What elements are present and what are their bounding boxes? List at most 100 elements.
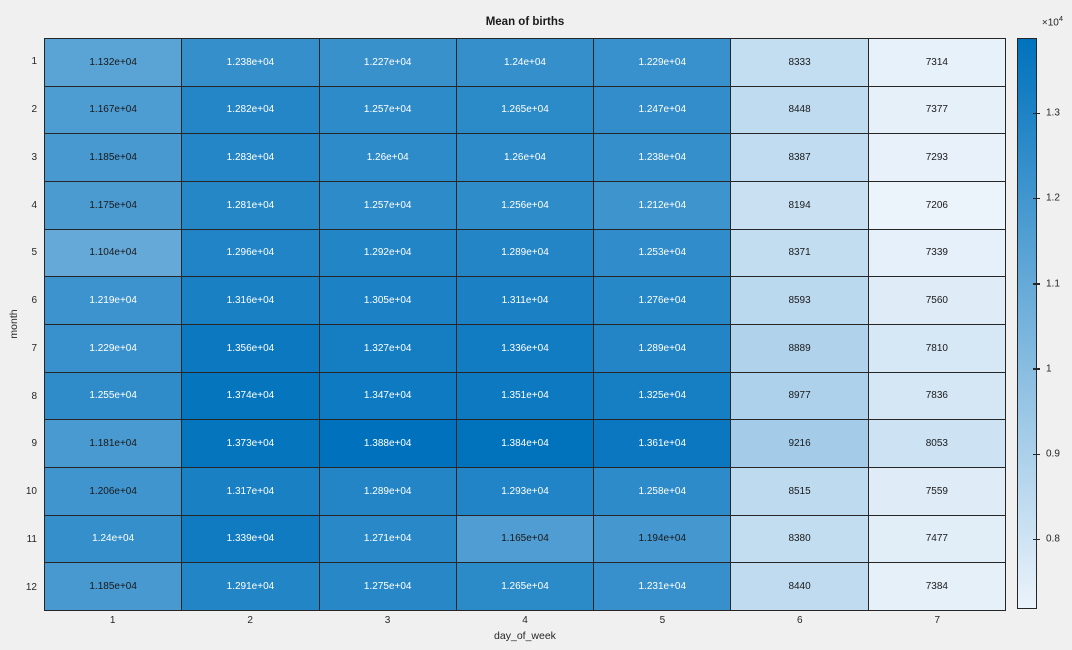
heatmap-cell: 1.256e+04 — [456, 182, 594, 229]
x-tick-label: 3 — [384, 614, 391, 626]
heatmap-cell: 8371 — [731, 229, 868, 277]
y-tick-label: 9 — [31, 438, 37, 450]
colorbar-tick-label: 1.3 — [1046, 107, 1060, 119]
x-tick-label: 5 — [659, 614, 666, 626]
heatmap-cell: 1.281e+04 — [182, 182, 319, 229]
heatmap-cell: 8194 — [731, 182, 868, 229]
heatmap-cell: 1.265e+04 — [456, 563, 594, 610]
heatmap-grid: 1.132e+04 1.238e+04 1.227e+04 1.24e+04 1.229… — [44, 38, 1006, 611]
colorbar-tick — [1033, 453, 1040, 456]
y-tick-label: 7 — [31, 342, 37, 354]
colorbar-tick-label: 1 — [1046, 363, 1052, 375]
heatmap-cell: 1.206e+04 — [45, 468, 182, 515]
colorbar-tick — [1033, 368, 1040, 370]
heatmap-cell: 1.194e+04 — [594, 515, 731, 563]
heatmap-cell: 1.292e+04 — [319, 229, 456, 277]
heatmap-cell: 1.24e+04 — [45, 515, 182, 563]
heatmap-cell: 1.255e+04 — [45, 372, 182, 420]
heatmap-cell: 1.175e+04 — [45, 182, 182, 229]
heatmap-cell: 1.247e+04 — [594, 86, 731, 134]
y-tick-label: 1 — [31, 56, 37, 68]
heatmap-cell: 1.26e+04 — [456, 134, 594, 181]
heatmap-cell: 7384 — [868, 563, 1005, 610]
heatmap-cell: 1.356e+04 — [182, 325, 319, 372]
heatmap-cell: 7377 — [868, 86, 1005, 134]
heatmap-cell: 1.289e+04 — [456, 229, 594, 277]
heatmap-cell: 8889 — [731, 325, 868, 372]
heatmap-cell: 8593 — [731, 277, 868, 324]
y-tick-label: 10 — [25, 486, 37, 498]
heatmap-cell: 1.26e+04 — [319, 134, 456, 181]
heatmap-cell: 8515 — [731, 468, 868, 515]
colorbar-tick-label: 0.8 — [1046, 533, 1060, 545]
heatmap-cell: 1.227e+04 — [319, 39, 456, 86]
chart-title: Mean of births — [485, 16, 565, 28]
y-tick-label: 11 — [26, 533, 37, 545]
x-tick-label: 1 — [109, 614, 116, 626]
x-axis-ticks: 1 2 3 4 5 6 7 — [44, 613, 1006, 627]
heatmap-cell: 1.374e+04 — [182, 372, 319, 420]
colorbar-tick — [1033, 197, 1040, 200]
y-axis-ticks: 1 2 3 4 5 6 7 8 9 10 11 12 — [0, 38, 37, 611]
heatmap-cell: 1.296e+04 — [182, 229, 319, 277]
heatmap-cell: 1.289e+04 — [319, 468, 456, 515]
heatmap-cell: 7314 — [868, 39, 1005, 86]
heatmap-cell: 1.185e+04 — [45, 563, 182, 610]
heatmap-cell: 1.347e+04 — [319, 372, 456, 420]
heatmap-cell: 7560 — [868, 277, 1005, 324]
heatmap-cell: 1.257e+04 — [319, 86, 456, 134]
y-tick-label: 2 — [31, 104, 37, 116]
heatmap-cell: 8333 — [731, 39, 868, 86]
heatmap-cell: 1.165e+04 — [456, 515, 594, 563]
heatmap-cell: 1.316e+04 — [182, 277, 319, 324]
heatmap-cell: 1.317e+04 — [182, 468, 319, 515]
colorbar-gradient — [1017, 38, 1037, 609]
colorbar: 1.3 1.2 1.1 1 0.9 0.8 — [1017, 38, 1072, 609]
heatmap-cell: 1.327e+04 — [319, 325, 456, 372]
heatmap-cell: 1.253e+04 — [594, 229, 731, 277]
heatmap-cell: 1.275e+04 — [319, 563, 456, 610]
heatmap-cell: 1.305e+04 — [319, 277, 456, 324]
heatmap-cell: 1.181e+04 — [45, 420, 182, 467]
heatmap-cell: 1.132e+04 — [45, 39, 182, 86]
y-tick-label: 6 — [31, 295, 37, 307]
heatmap-cell: 1.238e+04 — [182, 39, 319, 86]
heatmap-cell: 7293 — [868, 134, 1005, 181]
heatmap-cell: 1.231e+04 — [594, 563, 731, 610]
x-axis-label: day_of_week — [494, 630, 556, 642]
heatmap-cell: 9216 — [731, 420, 868, 467]
x-tick-label: 2 — [247, 614, 253, 626]
heatmap-cell: 7206 — [868, 182, 1005, 229]
heatmap-cell: 1.388e+04 — [319, 420, 456, 467]
x-tick-label: 6 — [797, 614, 803, 626]
heatmap-cell: 1.293e+04 — [456, 468, 594, 515]
colorbar-tick-label: 1.2 — [1046, 192, 1060, 204]
colorbar-exponent-prefix: ×10 — [1041, 17, 1059, 29]
heatmap-cell: 7477 — [868, 515, 1005, 563]
heatmap-cell: 1.361e+04 — [594, 420, 731, 467]
heatmap-cell: 1.257e+04 — [319, 182, 456, 229]
heatmap-cell: 8053 — [868, 420, 1005, 467]
heatmap-cell: 7559 — [868, 468, 1005, 515]
heatmap-cell: 7339 — [868, 229, 1005, 277]
heatmap-cell: 1.283e+04 — [182, 134, 319, 181]
heatmap-cell: 1.104e+04 — [45, 229, 182, 277]
heatmap-cell: 1.229e+04 — [45, 325, 182, 372]
colorbar-tick-label: 0.9 — [1046, 448, 1060, 460]
heatmap-cell: 1.311e+04 — [456, 277, 594, 324]
heatmap-cell: 7810 — [868, 325, 1005, 372]
heatmap-cell: 1.351e+04 — [456, 372, 594, 420]
heatmap-cell: 1.238e+04 — [594, 134, 731, 181]
heatmap-cell: 1.384e+04 — [456, 420, 594, 467]
y-tick-label: 8 — [31, 390, 37, 402]
heatmap-cell: 8380 — [731, 515, 868, 563]
heatmap-cell: 1.219e+04 — [45, 277, 182, 324]
x-tick-label: 4 — [522, 614, 528, 626]
heatmap-cell: 1.282e+04 — [182, 86, 319, 134]
colorbar-tick-label: 1.1 — [1046, 278, 1060, 290]
heatmap-cell: 1.291e+04 — [182, 563, 319, 610]
heatmap-cell: 8448 — [731, 86, 868, 134]
heatmap-cell: 1.271e+04 — [319, 515, 456, 563]
heatmap-cell: 1.212e+04 — [594, 182, 731, 229]
